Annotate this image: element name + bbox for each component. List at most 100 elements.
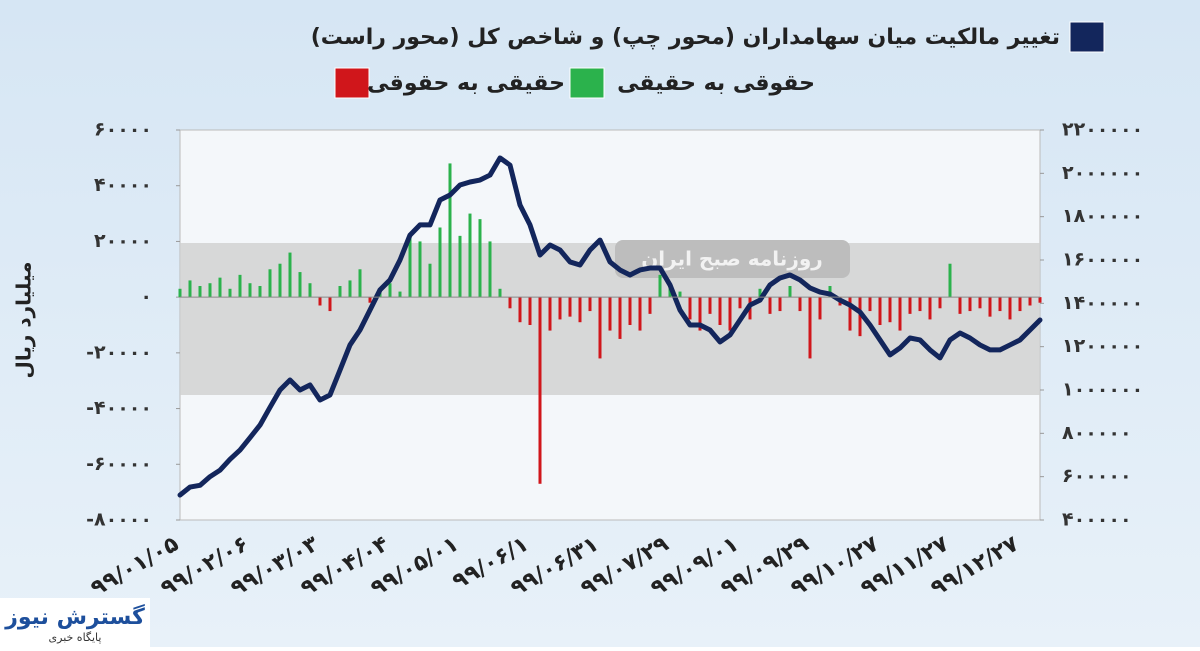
y2-tick-label: ۱۲۰۰۰۰۰ [1062,335,1143,357]
bar [518,297,522,323]
bar [558,297,562,320]
bar [598,297,602,359]
bar [348,280,352,298]
bar [258,286,262,298]
bar [578,297,582,323]
bar [1028,297,1032,306]
bar [848,297,852,331]
bar [978,297,982,309]
y-tick-label: ۶۰۰۰۰ [94,119,152,141]
watermark: روزنامه صبح ایران [641,247,823,271]
bar [628,297,632,325]
bar [648,297,652,314]
bar [448,163,452,298]
bar [908,297,912,314]
bar [208,283,212,298]
bar [278,263,282,298]
watermark-box [615,240,850,278]
bar [938,297,942,309]
bar [798,297,802,312]
bar [478,219,482,298]
bar [678,291,682,298]
bar [288,252,292,298]
bar [618,297,622,339]
bar [368,297,372,303]
bar [228,288,232,298]
bar [818,297,822,320]
legend-label: حقوقی به حقیقی [617,71,815,96]
bar [968,297,972,312]
bar [218,277,222,298]
bar [898,297,902,331]
bar [338,286,342,298]
bar [238,274,242,298]
bar [728,297,732,331]
y-tick-label: ۴۰۰۰۰ [94,174,152,196]
bar [918,297,922,312]
y-tick-label: -۸۰۰۰۰ [86,509,152,531]
line [177,155,1043,498]
legend-label: حقیقی به حقوقی [367,71,565,96]
y2-tick-label: ۶۰۰۰۰۰ [1062,465,1132,487]
bar [488,241,492,298]
bar [568,297,572,317]
y-tick-label: -۲۰۰۰۰ [86,341,152,363]
bar [988,297,992,317]
bar [308,283,312,298]
logo-name: گسترش نیوز [4,603,145,630]
y2-tick-label: ۱۰۰۰۰۰۰ [1062,379,1143,401]
bar [418,241,422,298]
bar [548,297,552,331]
y2-tick-label: ۱۸۰۰۰۰۰ [1062,205,1143,227]
y2-tick-label: ۲۰۰۰۰۰۰ [1062,162,1143,184]
bar [788,286,792,298]
bar [358,269,362,298]
bar [608,297,612,331]
bar [468,213,472,298]
bar [248,283,252,298]
bar [998,297,1002,312]
bar [328,297,332,312]
y2-tick-label: ۱۶۰۰۰۰۰ [1062,249,1143,271]
bar [688,297,692,320]
bar [768,297,772,314]
bar [888,297,892,323]
bar [758,288,762,298]
bar [878,297,882,325]
bar [408,235,412,298]
logo-tagline: پایگاه خبری [49,631,102,644]
y2-tick-label: ۱۴۰۰۰۰۰ [1062,292,1143,314]
bar [778,297,782,312]
bar [958,297,962,314]
bar [1038,297,1042,303]
bar [438,227,442,298]
bar [268,269,272,298]
y-tick-label: -۶۰۰۰۰ [86,453,152,475]
y2-tick-label: ۸۰۰۰۰۰ [1062,422,1132,444]
y2-tick-label: ۴۰۰۰۰۰ [1062,509,1132,531]
bar [458,235,462,298]
bar [538,297,542,484]
bar [298,272,302,298]
y-tick-label: -۴۰۰۰۰ [86,397,152,419]
bar [658,274,662,298]
bar [698,297,702,331]
legend-swatch [1069,21,1105,53]
bar [738,297,742,309]
bar [318,297,322,306]
y-axis-label: میلیارد ریال [12,261,36,378]
bar [388,283,392,298]
bar [948,263,952,298]
bar [528,297,532,325]
bar [718,297,722,325]
bar [868,297,872,312]
bar [638,297,642,331]
bar [188,280,192,298]
bar [398,291,402,298]
bar [808,297,812,359]
bar [1008,297,1012,320]
legend-swatch [334,67,370,99]
bar [178,288,182,298]
y2-tick-label: ۲۲۰۰۰۰۰ [1062,119,1143,141]
